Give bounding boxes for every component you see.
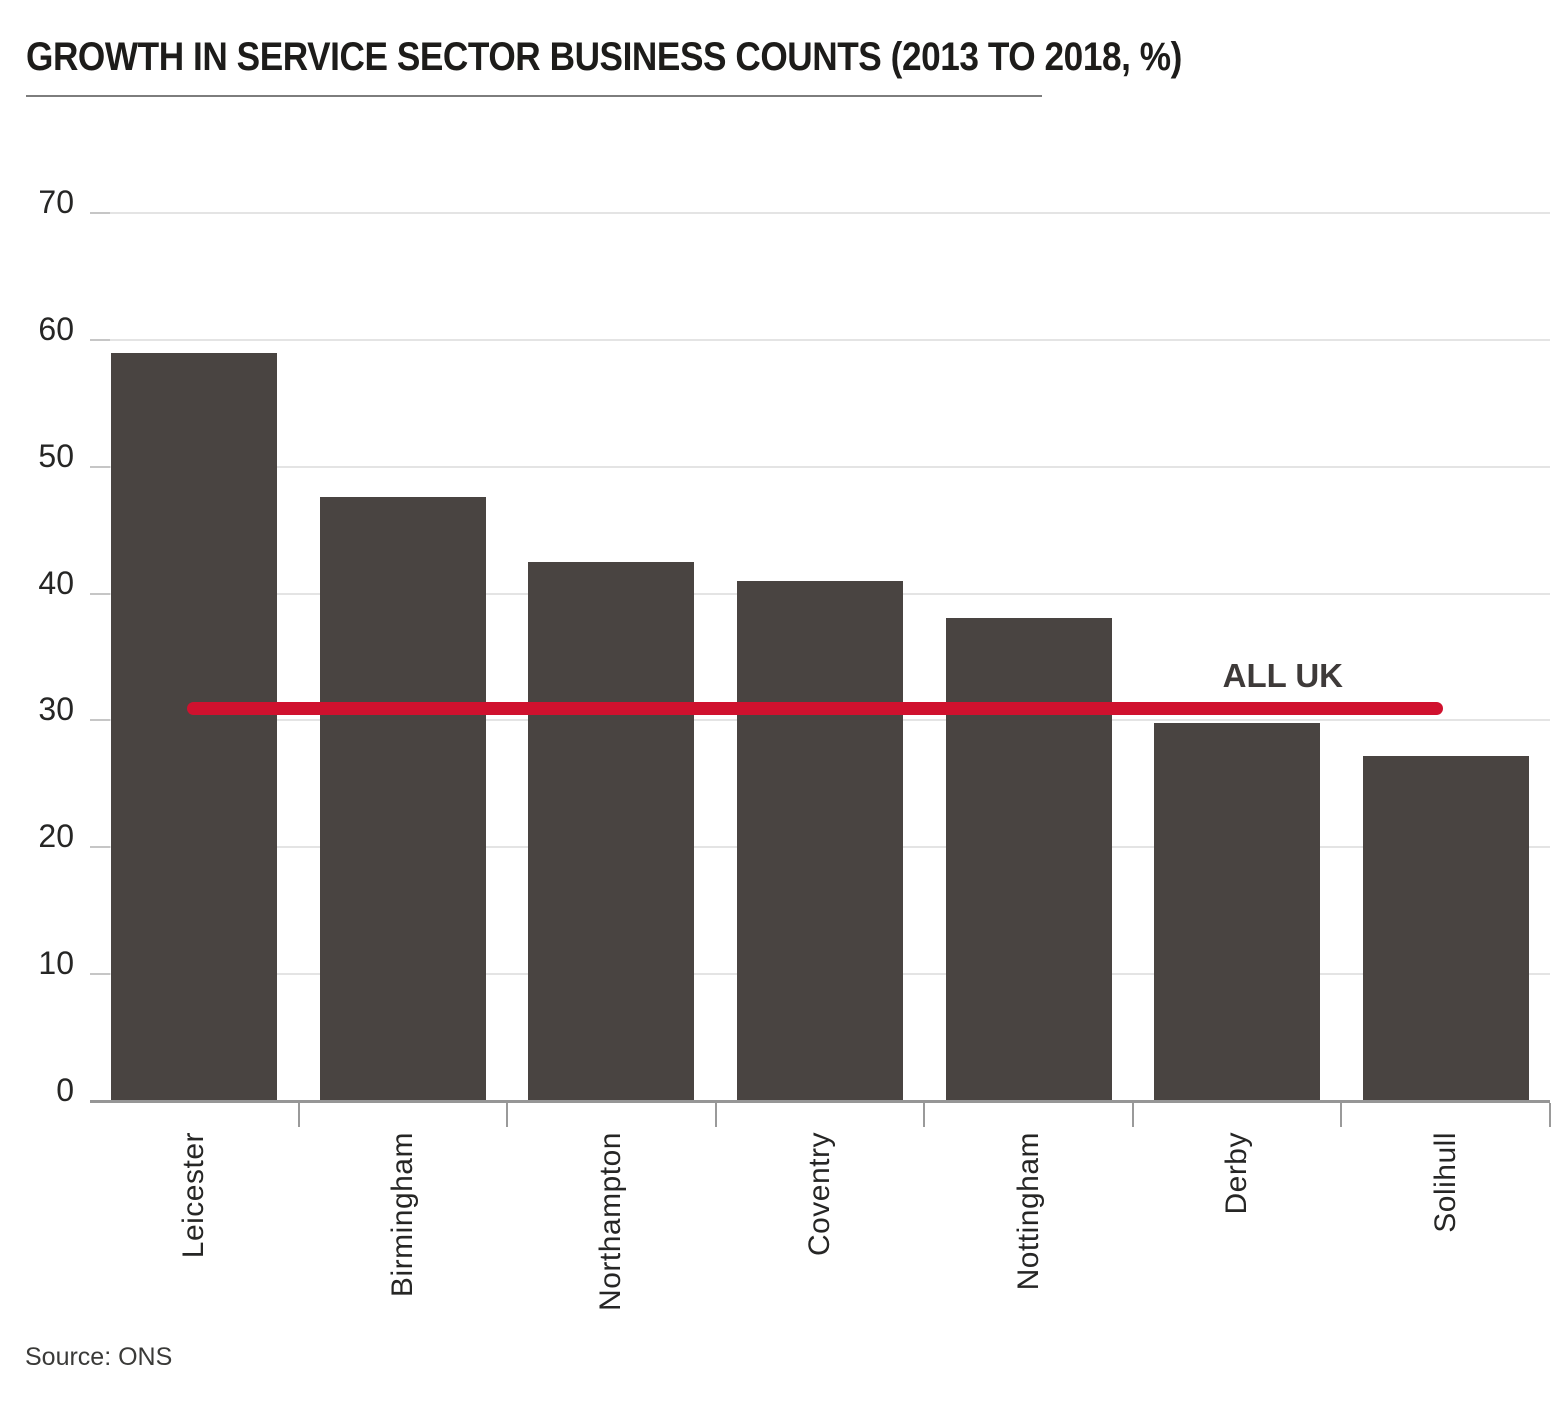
gridline-tick-40 bbox=[90, 592, 110, 595]
x-axis-tick-1 bbox=[297, 1103, 300, 1127]
bar-leicester bbox=[111, 352, 278, 1101]
gridline-70 bbox=[90, 212, 1550, 214]
x-tick-label-derby: Derby bbox=[1220, 1132, 1254, 1215]
gridline-50 bbox=[90, 465, 1550, 468]
reference-line-label: ALL UK bbox=[1222, 657, 1343, 694]
x-axis-tick-4 bbox=[923, 1103, 926, 1127]
x-axis-line bbox=[90, 1100, 1550, 1103]
x-tick-label-birmingham: Birmingham bbox=[385, 1132, 419, 1298]
x-tick-label-solihull: Solihull bbox=[1428, 1132, 1462, 1233]
y-tick-label-30: 30 bbox=[38, 691, 74, 728]
gridline-tick-50 bbox=[90, 465, 110, 468]
gridline-60 bbox=[90, 338, 1550, 341]
x-tick-label-leicester: Leicester bbox=[177, 1132, 211, 1259]
chart-title: GROWTH IN SERVICE SECTOR BUSINESS COUNTS… bbox=[26, 35, 1182, 79]
bar-nottingham bbox=[945, 617, 1112, 1101]
gridline-tick-30 bbox=[90, 719, 110, 722]
gridline-tick-60 bbox=[90, 338, 110, 341]
x-tick-label-nottingham: Nottingham bbox=[1011, 1132, 1045, 1291]
y-tick-label-0: 0 bbox=[56, 1072, 74, 1108]
bar-solihull bbox=[1362, 755, 1529, 1101]
gridline-tick-10 bbox=[90, 973, 110, 976]
y-tick-label-20: 20 bbox=[38, 818, 74, 855]
x-axis-tick-6 bbox=[1340, 1103, 1343, 1127]
bar-derby bbox=[1154, 722, 1321, 1101]
x-tick-label-coventry: Coventry bbox=[803, 1132, 836, 1257]
bar-birmingham bbox=[319, 497, 486, 1101]
gridline-tick-70 bbox=[90, 212, 110, 214]
x-tick-label-northampton: Northampton bbox=[594, 1132, 628, 1311]
x-axis-tick-3 bbox=[714, 1103, 717, 1127]
y-tick-label-10: 10 bbox=[38, 945, 74, 982]
x-axis-tick-7 bbox=[1549, 1103, 1551, 1127]
y-tick-label-60: 60 bbox=[38, 310, 74, 347]
reference-line-all-uk bbox=[187, 701, 1443, 715]
title-underline bbox=[26, 95, 1042, 97]
gridline-tick-20 bbox=[90, 846, 110, 849]
y-tick-label-50: 50 bbox=[38, 437, 74, 474]
x-axis-tick-2 bbox=[506, 1103, 509, 1127]
y-tick-label-70: 70 bbox=[38, 184, 74, 220]
bar-coventry bbox=[737, 580, 903, 1101]
x-axis-tick-5 bbox=[1131, 1103, 1134, 1127]
source-note: Source: ONS bbox=[25, 1343, 173, 1371]
y-tick-label-40: 40 bbox=[38, 564, 74, 601]
bar-northampton bbox=[528, 561, 695, 1101]
